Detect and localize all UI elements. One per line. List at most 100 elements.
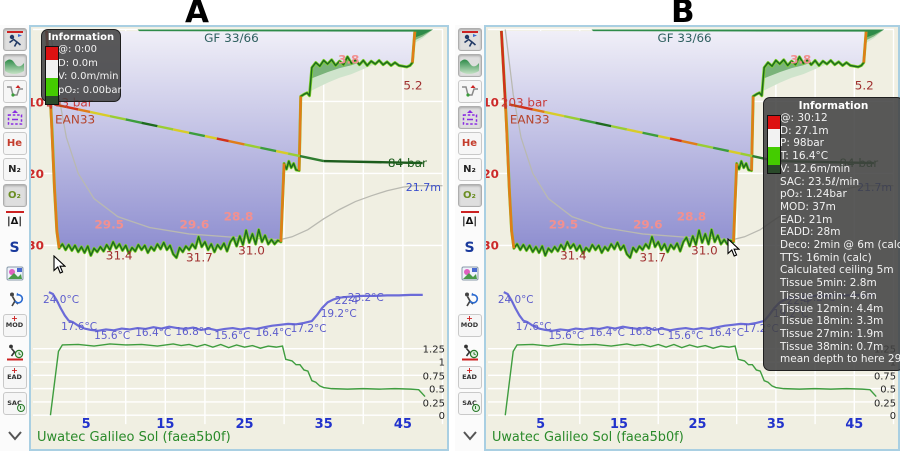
toggle-mod-button[interactable]: MOD + <box>457 314 482 337</box>
svg-text:EAN33: EAN33 <box>55 112 95 126</box>
svg-text:0: 0 <box>890 411 896 422</box>
velocity-colorbar <box>45 46 59 105</box>
depth-profile-area <box>501 30 867 258</box>
toggle-pp-n2-button[interactable]: N₂ <box>457 158 482 181</box>
toggle-pp-he-button[interactable]: He <box>2 132 27 155</box>
svg-text:19.2°C: 19.2°C <box>321 308 357 320</box>
toggle-ndl-tts-diver-clock-icon[interactable] <box>458 340 482 363</box>
toggle-pp-o2-button[interactable]: O₂ <box>2 184 27 207</box>
toggle-ndl-tts-diver-clock-icon[interactable] <box>3 340 27 363</box>
tank-pressure-line <box>54 103 423 165</box>
svg-text:35: 35 <box>767 417 785 432</box>
tooltip-row: Tissue 12min: 4.4m <box>780 302 884 315</box>
toggle-ead-button[interactable]: EAD + <box>2 366 27 389</box>
tooltip-row: SAC: 23.5ℓ/min <box>780 175 860 188</box>
panel-label-b: B <box>671 0 695 30</box>
tooltip-row: TTS: 16min (calc) <box>780 251 872 264</box>
svg-text:25: 25 <box>235 417 253 432</box>
tooltip-row: T: 16.4°C <box>780 150 829 163</box>
svg-text:16.4°C: 16.4°C <box>256 327 292 339</box>
collapse-toolbar-chevron-icon[interactable] <box>3 424 27 447</box>
svg-text:25: 25 <box>688 417 706 432</box>
toggle-pp-o2-button[interactable]: O₂ <box>457 184 482 207</box>
svg-text:0.25: 0.25 <box>874 398 896 409</box>
toggle-photos-photo-icon[interactable] <box>458 262 482 285</box>
toggle-setpoint-dashed-box-icon[interactable] <box>457 106 482 129</box>
toggle-pp-n2-label: N₂ <box>463 163 476 175</box>
svg-text:15.6°C: 15.6°C <box>549 330 585 342</box>
svg-text:45: 45 <box>845 417 863 432</box>
svg-text:31.7: 31.7 <box>186 250 213 264</box>
svg-text:15: 15 <box>610 417 628 432</box>
toggle-ead-label: EAD <box>7 373 22 382</box>
svg-text:31.0: 31.0 <box>691 243 718 257</box>
toggle-sac-button[interactable]: SAC <box>2 392 27 415</box>
toggle-calculated-ceiling-mountain-icon[interactable] <box>457 54 482 77</box>
velocity-colorbar <box>767 114 781 174</box>
toggle-pp-he-button[interactable]: He <box>457 132 482 155</box>
collapse-toolbar-chevron-icon[interactable] <box>458 424 482 447</box>
toggle-pp-n2-label: N₂ <box>8 163 21 175</box>
tooltip-row: Calculated ceiling 5m <box>780 264 894 277</box>
velocity-accent-segment <box>750 96 755 171</box>
toggle-scr-label: S <box>464 239 475 256</box>
toggle-tank-bar-diver-gear-icon[interactable] <box>3 288 27 311</box>
toggle-ead-button[interactable]: EAD + <box>457 366 482 389</box>
svg-text:29.6: 29.6 <box>180 218 210 232</box>
svg-text:16.4°C: 16.4°C <box>135 327 171 339</box>
svg-text:31.7: 31.7 <box>640 250 667 264</box>
toggle-photos-photo-icon[interactable] <box>3 262 27 285</box>
toggle-scr-button[interactable]: S <box>458 236 482 259</box>
tooltip-row: @: 0:00 <box>58 44 98 55</box>
svg-text:21.7m: 21.7m <box>406 181 441 194</box>
toggle-pp-o2-label: O₂ <box>8 189 21 201</box>
toggle-dive-mode-diver-icon[interactable] <box>2 28 27 51</box>
tooltip-rows: @: 0:00 D: 0.0m V: 0.0m/min pO₂: 0.00bar <box>58 43 122 97</box>
svg-text:17.6°C: 17.6°C <box>516 321 552 333</box>
svg-text:GF 33/66: GF 33/66 <box>204 31 259 45</box>
velocity-accent-segment <box>732 163 738 242</box>
svg-text:45: 45 <box>394 417 412 432</box>
svg-text:17.6°C: 17.6°C <box>61 321 97 333</box>
depth-profile-line-core <box>500 30 867 259</box>
toggle-ruler-button[interactable]: |Δ| <box>3 210 27 233</box>
toggle-dc-reported-ceiling-profile-marker-icon[interactable] <box>2 80 27 103</box>
svg-text:24.0°C: 24.0°C <box>43 294 79 306</box>
svg-text:16.4°C: 16.4°C <box>589 327 625 339</box>
svg-text:31.4: 31.4 <box>560 248 587 262</box>
toggle-pp-o2-label: O₂ <box>463 189 476 201</box>
tooltip-rows: @: 30:12 D: 27.1m P: 98bar T: 16.4°C V: 12.6… <box>780 112 900 366</box>
toggle-dive-mode-diver-icon[interactable] <box>457 28 482 51</box>
svg-text:5: 5 <box>82 417 91 432</box>
toggle-pp-n2-button[interactable]: N₂ <box>2 158 27 181</box>
svg-text:1: 1 <box>439 358 445 369</box>
svg-text:15: 15 <box>156 417 174 432</box>
svg-text:29.5: 29.5 <box>94 218 124 232</box>
svg-text:30: 30 <box>486 238 499 252</box>
toggle-dc-reported-ceiling-profile-marker-icon[interactable] <box>457 80 482 103</box>
tooltip-row: EAD: 21m <box>780 213 833 226</box>
toggle-calculated-ceiling-mountain-icon[interactable] <box>2 54 27 77</box>
toggle-mod-label: MOD <box>460 321 479 330</box>
toggle-ruler-button[interactable]: |Δ| <box>458 210 482 233</box>
svg-text:0: 0 <box>439 411 445 422</box>
svg-text:GF 33/66: GF 33/66 <box>657 31 711 45</box>
dive-profile-panel-a: He N₂ O₂ |Δ| S MOD + EAD + SAC GF 33/66 10 20 30 203 … <box>0 25 449 451</box>
tooltip-row: V: 12.6m/min <box>780 162 851 175</box>
toggle-setpoint-dashed-box-icon[interactable] <box>2 106 27 129</box>
toggle-sac-button[interactable]: SAC <box>457 392 482 415</box>
velocity-accent-segment <box>411 31 417 63</box>
toggle-mod-button[interactable]: MOD + <box>2 314 27 337</box>
svg-text:24.0°C: 24.0°C <box>498 294 534 306</box>
toggle-mod-label: MOD <box>5 321 24 330</box>
tooltip-row: D: 27.1m <box>780 124 829 137</box>
tooltip-row: D: 0.0m <box>58 57 98 69</box>
svg-text:15.6°C: 15.6°C <box>214 330 250 342</box>
tooltip-row: Tissue 5min: 2.8m <box>780 277 877 290</box>
toggle-scr-button[interactable]: S <box>3 236 27 259</box>
toggle-tank-bar-diver-gear-icon[interactable] <box>458 288 482 311</box>
svg-text:5.2: 5.2 <box>403 79 422 93</box>
